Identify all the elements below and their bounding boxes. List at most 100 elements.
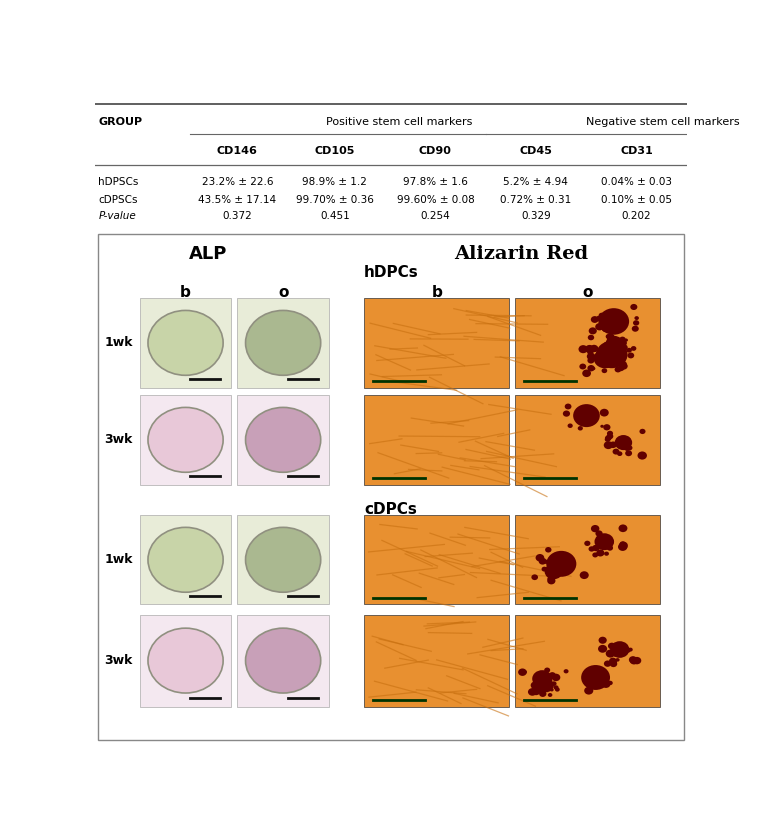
Circle shape bbox=[544, 667, 550, 673]
Circle shape bbox=[148, 527, 223, 592]
Circle shape bbox=[594, 533, 614, 550]
Text: 0.254: 0.254 bbox=[420, 211, 450, 221]
Circle shape bbox=[584, 540, 591, 546]
Circle shape bbox=[627, 353, 634, 359]
Circle shape bbox=[579, 364, 586, 369]
Bar bbox=[237, 395, 329, 485]
Circle shape bbox=[610, 347, 617, 353]
Circle shape bbox=[598, 636, 607, 644]
Circle shape bbox=[609, 658, 617, 665]
Text: CD146: CD146 bbox=[217, 147, 258, 157]
Bar bbox=[140, 515, 231, 605]
Circle shape bbox=[638, 451, 647, 460]
Text: P-value: P-value bbox=[98, 211, 136, 221]
Circle shape bbox=[246, 310, 320, 375]
Circle shape bbox=[601, 369, 607, 373]
Bar bbox=[140, 395, 231, 485]
Circle shape bbox=[539, 558, 546, 565]
Circle shape bbox=[585, 345, 594, 353]
Circle shape bbox=[624, 339, 628, 342]
Circle shape bbox=[629, 656, 637, 663]
Circle shape bbox=[588, 349, 594, 355]
Circle shape bbox=[545, 677, 552, 684]
Circle shape bbox=[583, 415, 587, 419]
Circle shape bbox=[563, 410, 570, 417]
Circle shape bbox=[626, 445, 633, 450]
Circle shape bbox=[596, 341, 627, 368]
Bar bbox=[237, 515, 329, 605]
Circle shape bbox=[610, 661, 617, 667]
Circle shape bbox=[617, 357, 625, 364]
Circle shape bbox=[564, 565, 571, 571]
Circle shape bbox=[532, 687, 540, 696]
Circle shape bbox=[539, 691, 546, 697]
Circle shape bbox=[606, 336, 623, 351]
Bar bbox=[140, 299, 231, 388]
Circle shape bbox=[622, 362, 626, 365]
Circle shape bbox=[613, 651, 619, 656]
Circle shape bbox=[605, 437, 610, 442]
Text: CD105: CD105 bbox=[314, 147, 355, 157]
Circle shape bbox=[545, 564, 562, 580]
Text: 0.372: 0.372 bbox=[223, 211, 252, 221]
Circle shape bbox=[552, 674, 560, 681]
Circle shape bbox=[522, 670, 527, 674]
Circle shape bbox=[610, 641, 629, 658]
Circle shape bbox=[607, 545, 613, 550]
Bar bbox=[365, 299, 510, 388]
Circle shape bbox=[559, 553, 568, 560]
Circle shape bbox=[617, 451, 623, 456]
Circle shape bbox=[620, 344, 628, 351]
Text: 43.5% ± 17.14: 43.5% ± 17.14 bbox=[198, 195, 276, 205]
Bar bbox=[365, 395, 510, 485]
Circle shape bbox=[581, 665, 610, 690]
Text: 0.451: 0.451 bbox=[320, 211, 349, 221]
Text: o: o bbox=[278, 285, 288, 300]
Circle shape bbox=[604, 661, 611, 667]
Circle shape bbox=[609, 652, 613, 656]
Text: hDPSCs: hDPSCs bbox=[98, 177, 139, 187]
Circle shape bbox=[588, 546, 594, 551]
Circle shape bbox=[148, 310, 223, 375]
Circle shape bbox=[619, 339, 627, 346]
Bar bbox=[515, 515, 660, 605]
Text: 3wk: 3wk bbox=[105, 654, 133, 667]
Text: hDPCs: hDPCs bbox=[364, 265, 418, 280]
Circle shape bbox=[545, 547, 552, 553]
Text: b: b bbox=[431, 285, 443, 300]
Circle shape bbox=[588, 357, 594, 364]
Circle shape bbox=[550, 688, 554, 691]
Circle shape bbox=[634, 316, 639, 320]
Circle shape bbox=[626, 348, 632, 353]
Text: cDPCs: cDPCs bbox=[365, 502, 417, 517]
Circle shape bbox=[246, 407, 320, 472]
Circle shape bbox=[533, 671, 552, 687]
Circle shape bbox=[148, 407, 223, 472]
Circle shape bbox=[628, 648, 633, 651]
Circle shape bbox=[543, 681, 550, 686]
Circle shape bbox=[600, 409, 609, 416]
Circle shape bbox=[625, 450, 632, 456]
Circle shape bbox=[613, 449, 620, 455]
Circle shape bbox=[594, 349, 617, 369]
Circle shape bbox=[591, 345, 598, 352]
Circle shape bbox=[578, 426, 583, 430]
Circle shape bbox=[584, 686, 594, 695]
Circle shape bbox=[617, 350, 625, 357]
Text: 1wk: 1wk bbox=[105, 336, 133, 349]
Circle shape bbox=[538, 689, 542, 692]
Circle shape bbox=[624, 446, 630, 451]
Text: 1wk: 1wk bbox=[105, 553, 133, 566]
Circle shape bbox=[588, 365, 595, 371]
Circle shape bbox=[616, 658, 620, 661]
Circle shape bbox=[633, 657, 641, 665]
Text: CD31: CD31 bbox=[620, 147, 653, 157]
Bar bbox=[515, 299, 660, 388]
Circle shape bbox=[629, 657, 639, 665]
Circle shape bbox=[582, 369, 591, 377]
Circle shape bbox=[604, 543, 612, 550]
Circle shape bbox=[595, 530, 603, 536]
Circle shape bbox=[605, 435, 611, 441]
Circle shape bbox=[546, 550, 576, 577]
Bar bbox=[237, 299, 329, 388]
